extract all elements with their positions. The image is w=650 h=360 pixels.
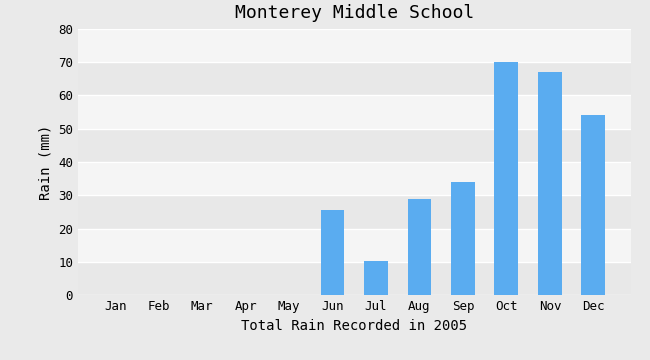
Bar <box>364 261 388 295</box>
Bar <box>78 129 630 162</box>
Bar <box>582 115 605 295</box>
Bar <box>78 262 630 295</box>
Bar <box>495 62 519 295</box>
Bar <box>78 95 630 129</box>
Y-axis label: Rain (mm): Rain (mm) <box>38 124 53 200</box>
Bar <box>408 199 432 295</box>
Bar <box>538 72 562 295</box>
Bar <box>320 210 344 295</box>
Bar <box>78 162 630 195</box>
Bar <box>78 229 630 262</box>
Bar <box>78 62 630 95</box>
Bar <box>451 182 475 295</box>
X-axis label: Total Rain Recorded in 2005: Total Rain Recorded in 2005 <box>241 319 467 333</box>
Title: Monterey Middle School: Monterey Middle School <box>235 4 474 22</box>
Bar <box>78 195 630 229</box>
Bar <box>78 29 630 62</box>
